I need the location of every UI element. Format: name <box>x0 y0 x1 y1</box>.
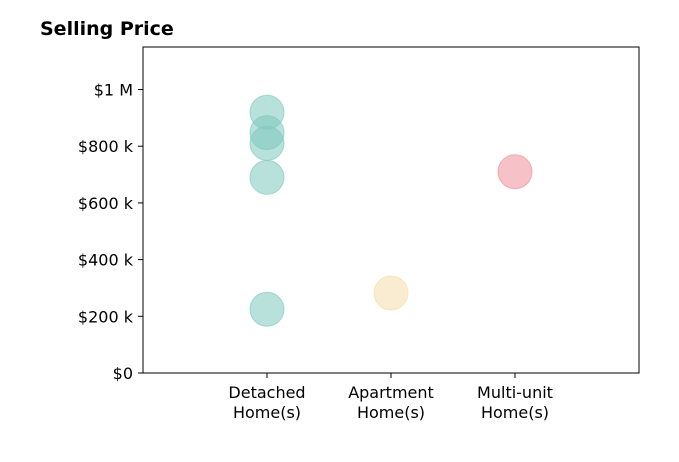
y-tick-label: $400 k <box>78 251 134 270</box>
y-tick-label: $0 <box>113 364 133 383</box>
y-tick-label: $800 k <box>78 137 134 156</box>
x-tick-label: Apartment Home(s) <box>348 383 434 422</box>
data-point <box>249 291 285 327</box>
plot-area: $0 $200 k $400 k $600 k $800 k $1 M Detached Ho… <box>78 46 640 422</box>
data-point <box>249 125 285 161</box>
x-tick-label: Detached Home(s) <box>228 383 305 422</box>
chart-title: Selling Price <box>40 18 174 40</box>
data-point <box>249 159 285 195</box>
x-tick-label: Multi-unit Home(s) <box>477 383 553 422</box>
y-tick-label: $200 k <box>78 307 134 326</box>
y-tick-label: $600 k <box>78 194 134 213</box>
data-point <box>373 275 409 311</box>
y-tick-label: $1 M <box>94 81 133 100</box>
data-point <box>497 154 533 190</box>
plot-frame <box>142 46 640 374</box>
